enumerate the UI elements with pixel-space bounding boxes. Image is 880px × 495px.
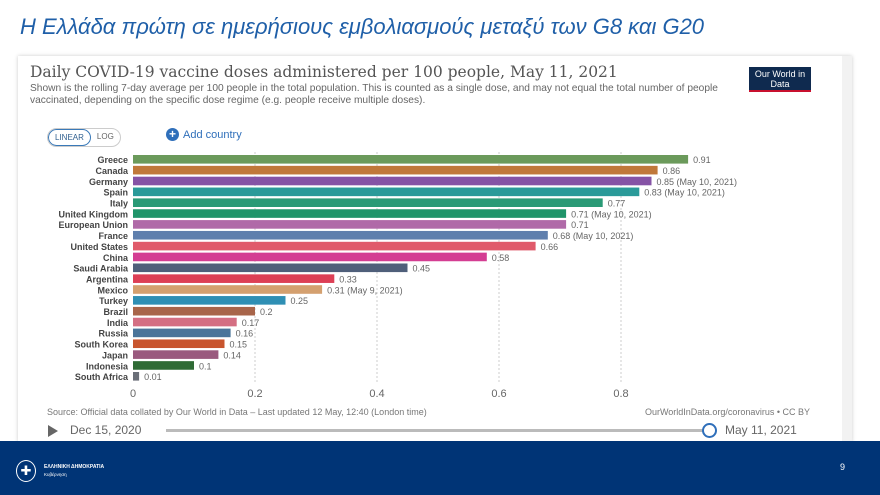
data-label: 0.31 (May 9, 2021) bbox=[327, 285, 403, 295]
x-tick-label: 0.8 bbox=[613, 388, 628, 400]
timeline-handle[interactable] bbox=[702, 423, 717, 438]
bar bbox=[133, 317, 237, 327]
timeline-start[interactable]: Dec 15, 2020 bbox=[70, 423, 142, 437]
scale-toggle[interactable]: LINEAR LOG bbox=[47, 128, 121, 147]
bar bbox=[133, 252, 487, 262]
category-label: Indonesia bbox=[86, 361, 129, 371]
bar bbox=[133, 220, 567, 229]
category-label: Greece bbox=[97, 155, 128, 165]
data-label: 0.01 bbox=[144, 372, 162, 382]
bar bbox=[133, 209, 567, 218]
play-icon[interactable] bbox=[48, 425, 58, 437]
data-label: 0.86 bbox=[663, 166, 681, 176]
bar bbox=[133, 372, 140, 381]
add-country-button[interactable]: + Add country bbox=[166, 128, 242, 141]
data-label: 0.71 bbox=[571, 220, 589, 230]
bar bbox=[133, 155, 689, 164]
bar bbox=[133, 241, 536, 251]
data-label: 0.66 bbox=[541, 242, 559, 252]
page-number: 9 bbox=[840, 462, 846, 472]
category-label: Italy bbox=[110, 199, 128, 209]
category-label: Germany bbox=[89, 177, 128, 187]
data-label: 0.14 bbox=[223, 350, 241, 360]
category-label: South Africa bbox=[75, 372, 129, 382]
source-note: Source: Official data collated by Our Wo… bbox=[47, 407, 427, 417]
footer-bar bbox=[0, 441, 880, 495]
footer-gov-title: ΕΛΛΗΝΙΚΗ ΔΗΜΟΚΡΑΤΙΑ bbox=[44, 464, 105, 470]
slide-title: Η Ελλάδα πρώτη σε ημερήσιους εμβολιασμού… bbox=[20, 14, 705, 39]
data-label: 0.33 bbox=[339, 274, 357, 284]
category-label: United Kingdom bbox=[59, 209, 129, 219]
category-label: Mexico bbox=[97, 285, 128, 295]
category-label: Russia bbox=[98, 329, 129, 339]
data-label: 0.25 bbox=[291, 296, 309, 306]
category-label: India bbox=[107, 318, 129, 328]
data-label: 0.77 bbox=[608, 199, 626, 209]
bar bbox=[133, 306, 255, 316]
bar bbox=[133, 339, 225, 349]
category-label: Spain bbox=[103, 188, 128, 198]
category-label: Argentina bbox=[86, 274, 129, 284]
data-label: 0.2 bbox=[260, 307, 273, 317]
greek-emblem-icon: ✚ bbox=[16, 460, 36, 482]
data-label: 0.16 bbox=[236, 329, 254, 339]
category-label: Japan bbox=[102, 350, 128, 360]
category-label: France bbox=[98, 231, 128, 241]
bar bbox=[133, 230, 548, 240]
bar bbox=[133, 285, 323, 294]
plus-icon: + bbox=[166, 128, 179, 141]
data-label: 0.15 bbox=[230, 340, 248, 350]
x-tick-label: 0.2 bbox=[247, 388, 262, 400]
category-label: Brazil bbox=[103, 307, 128, 317]
bar bbox=[133, 274, 335, 283]
data-label: 0.17 bbox=[242, 318, 260, 328]
timeline-end[interactable]: May 11, 2021 bbox=[725, 423, 797, 437]
category-label: South Korea bbox=[74, 340, 128, 350]
category-label: European Union bbox=[59, 220, 129, 230]
x-tick-label: 0.4 bbox=[369, 388, 384, 400]
bar bbox=[133, 176, 652, 186]
category-label: Saudi Arabia bbox=[73, 264, 129, 274]
owid-logo[interactable]: Our World in Data bbox=[749, 67, 811, 92]
chart-subtitle: Shown is the rolling 7-day average per 1… bbox=[30, 83, 718, 106]
logo-text: Our World in Data bbox=[754, 69, 806, 89]
category-label: Turkey bbox=[99, 296, 128, 306]
data-label: 0.1 bbox=[199, 361, 212, 371]
bar-chart: 0 0.2 0.4 0.6 0.8 Greece 0.91 Canada 0.86 Germany… bbox=[59, 152, 738, 400]
bar bbox=[133, 165, 658, 175]
data-label: 0.85 (May 10, 2021) bbox=[657, 177, 738, 187]
footer-gov-subtitle: Κυβέρνηση bbox=[44, 472, 67, 477]
timeline: Dec 15, 2020 May 11, 2021 bbox=[48, 423, 818, 439]
bar bbox=[133, 296, 286, 305]
category-label: Canada bbox=[95, 166, 129, 176]
credit-link[interactable]: OurWorldInData.org/coronavirus • CC BY bbox=[644, 407, 810, 417]
bar bbox=[133, 361, 194, 370]
add-country-label: Add country bbox=[183, 128, 242, 141]
scale-linear-button[interactable]: LINEAR bbox=[48, 129, 91, 146]
category-label: United States bbox=[70, 242, 128, 252]
data-label: 0.58 bbox=[492, 253, 510, 263]
scale-log-button[interactable]: LOG bbox=[96, 132, 114, 141]
x-tick-label: 0.6 bbox=[491, 388, 506, 400]
timeline-track[interactable] bbox=[166, 429, 710, 432]
x-tick-label: 0 bbox=[130, 388, 136, 400]
bar bbox=[133, 187, 640, 197]
bar bbox=[133, 263, 408, 273]
bar bbox=[133, 350, 219, 359]
category-label: China bbox=[103, 253, 129, 263]
bar bbox=[133, 198, 603, 207]
data-label: 0.45 bbox=[413, 264, 431, 274]
bar bbox=[133, 328, 231, 338]
data-label: 0.91 bbox=[693, 155, 711, 165]
data-label: 0.71 (May 10, 2021) bbox=[571, 209, 652, 219]
data-label: 0.83 (May 10, 2021) bbox=[644, 188, 725, 198]
data-label: 0.68 (May 10, 2021) bbox=[553, 231, 634, 241]
chart-title: Daily COVID-19 vaccine doses administere… bbox=[30, 63, 618, 81]
